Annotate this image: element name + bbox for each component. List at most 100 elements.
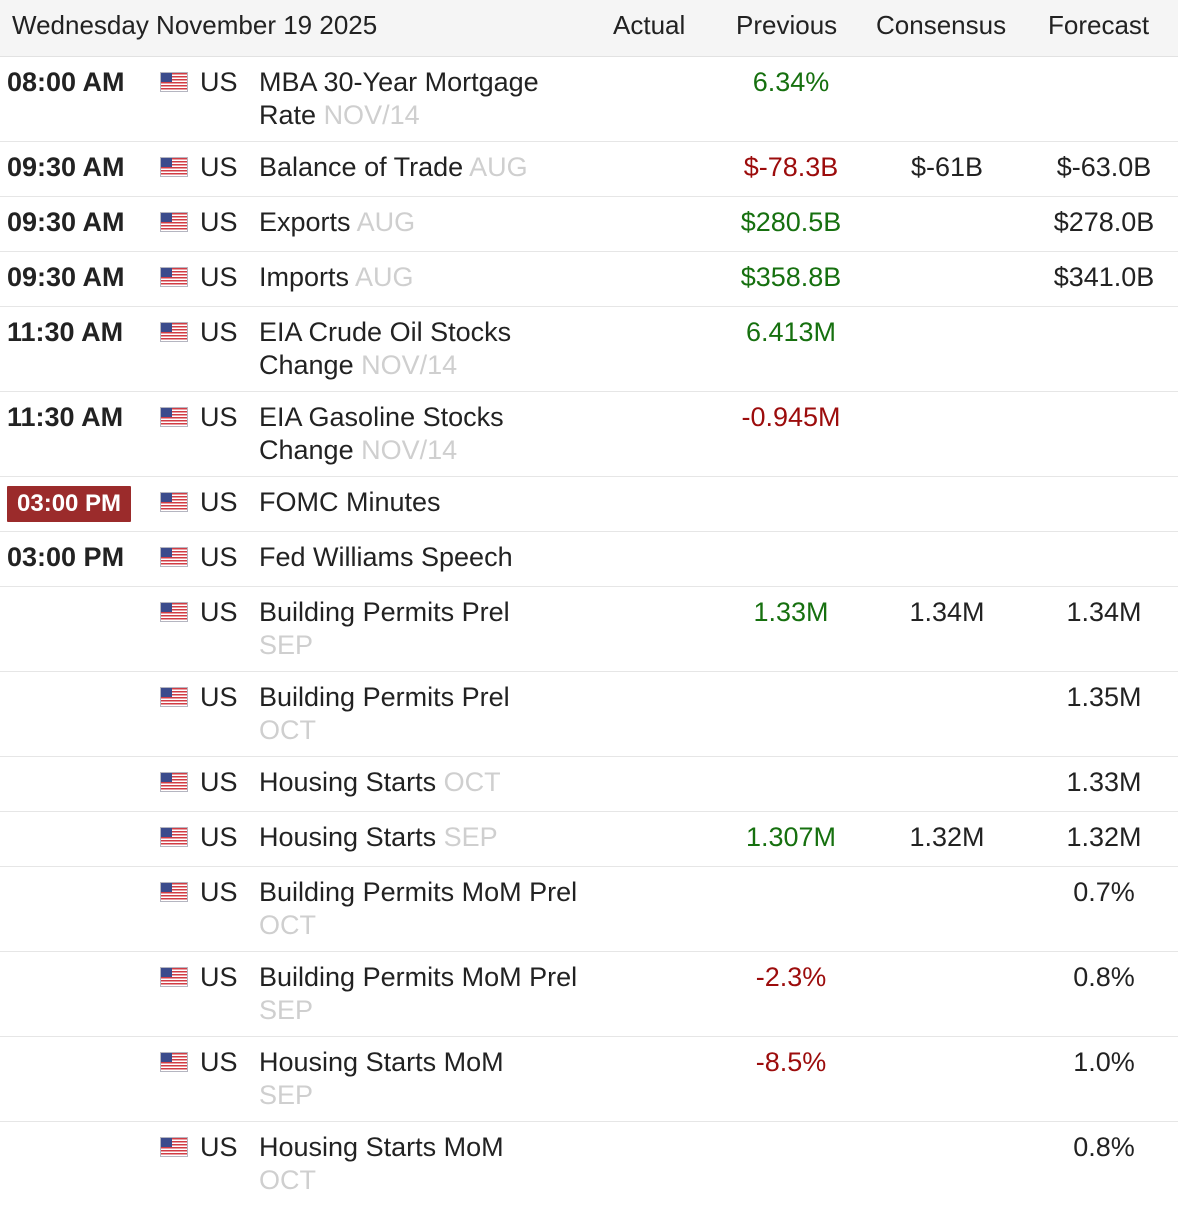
event-title[interactable]: Building Permits MoM Prel: [259, 962, 578, 992]
forecast-value: $341.0B: [1053, 262, 1155, 292]
us-flag-icon: [160, 772, 188, 792]
event-title[interactable]: EIA Crude Oil Stocks Change: [259, 317, 512, 380]
country-code: US: [200, 262, 238, 292]
event-title[interactable]: Building Permits Prel: [259, 682, 510, 712]
table-row[interactable]: US Building Permits Prel OCT 1.35M: [0, 672, 1178, 757]
event-name[interactable]: Fed Williams Speech: [259, 541, 589, 574]
previous-value: -0.945M: [741, 402, 841, 432]
country-code: US: [200, 152, 238, 182]
event-name[interactable]: Housing Starts OCT: [259, 766, 589, 799]
us-flag-icon: [160, 547, 188, 567]
event-name[interactable]: EIA Crude Oil Stocks Change NOV/14: [259, 316, 589, 382]
reference-period: NOV/14: [361, 350, 458, 380]
forecast-value: 1.32M: [1066, 822, 1142, 852]
event-name[interactable]: MBA 30-Year Mortgage Rate NOV/14: [259, 66, 589, 132]
reference-period: SEP: [259, 995, 314, 1025]
event-name[interactable]: Building Permits MoM Prel OCT: [259, 876, 589, 942]
event-title[interactable]: Fed Williams Speech: [259, 542, 513, 572]
event-title[interactable]: MBA 30-Year Mortgage Rate: [259, 67, 539, 130]
event-name[interactable]: FOMC Minutes: [259, 486, 589, 519]
country-code: US: [200, 682, 238, 712]
table-row[interactable]: 08:00 AM US MBA 30-Year Mortgage Rate NO…: [0, 57, 1178, 142]
event-name[interactable]: EIA Gasoline Stocks Change NOV/14: [259, 401, 589, 467]
table-row[interactable]: 09:30 AM US Exports AUG $280.5B $278.0B: [0, 197, 1178, 252]
reference-period: OCT: [259, 1165, 316, 1195]
table-row[interactable]: 11:30 AM US EIA Crude Oil Stocks Change …: [0, 307, 1178, 392]
country-code: US: [200, 542, 238, 572]
table-row[interactable]: US Building Permits MoM Prel OCT 0.7%: [0, 867, 1178, 952]
column-header-previous[interactable]: Previous: [736, 10, 838, 40]
us-flag-icon: [160, 72, 188, 92]
column-header-actual[interactable]: Actual: [613, 10, 686, 40]
country-code: US: [200, 962, 238, 992]
table-row[interactable]: 09:30 AM US Imports AUG $358.8B $341.0B: [0, 252, 1178, 307]
reference-period: OCT: [443, 767, 501, 797]
forecast-value: 0.8%: [1073, 962, 1135, 992]
event-name[interactable]: Imports AUG: [259, 261, 589, 294]
event-name[interactable]: Exports AUG: [259, 206, 589, 239]
reference-period: AUG: [355, 262, 414, 292]
previous-value: 6.34%: [752, 67, 830, 97]
date-heading: Wednesday November 19 2025: [12, 10, 378, 40]
event-name[interactable]: Housing Starts SEP: [259, 821, 589, 854]
country-code: US: [200, 877, 238, 907]
table-row[interactable]: 11:30 AM US EIA Gasoline Stocks Change N…: [0, 392, 1178, 477]
column-header-forecast[interactable]: Forecast: [1048, 10, 1150, 40]
event-title[interactable]: Building Permits MoM Prel: [259, 877, 578, 907]
event-name[interactable]: Building Permits Prel SEP: [259, 596, 589, 662]
country-code: US: [200, 822, 238, 852]
forecast-value: 1.34M: [1066, 597, 1142, 627]
country-code: US: [200, 1132, 238, 1162]
table-row[interactable]: 03:00 PM US FOMC Minutes: [0, 477, 1178, 532]
table-row[interactable]: US Housing Starts MoM SEP -8.5% 1.0%: [0, 1037, 1178, 1122]
us-flag-icon: [160, 827, 188, 847]
event-title[interactable]: EIA Gasoline Stocks Change: [259, 402, 504, 465]
event-title[interactable]: Housing Starts MoM: [259, 1132, 504, 1162]
us-flag-icon: [160, 602, 188, 622]
event-title[interactable]: Exports: [259, 207, 351, 237]
previous-value: -8.5%: [755, 1047, 827, 1077]
country-code: US: [200, 67, 238, 97]
us-flag-icon: [160, 1137, 188, 1157]
previous-value: $358.8B: [740, 262, 842, 292]
event-name[interactable]: Balance of Trade AUG: [259, 151, 589, 184]
event-name[interactable]: Building Permits MoM Prel SEP: [259, 961, 589, 1027]
forecast-value: $278.0B: [1053, 207, 1155, 237]
event-time: 09:30 AM: [7, 207, 125, 237]
reference-period: AUG: [469, 152, 528, 182]
table-row[interactable]: US Housing Starts SEP 1.307M 1.32M 1.32M: [0, 812, 1178, 867]
event-title[interactable]: Housing Starts MoM: [259, 1047, 504, 1077]
table-row[interactable]: US Housing Starts OCT 1.33M: [0, 757, 1178, 812]
table-row[interactable]: 03:00 PM US Fed Williams Speech: [0, 532, 1178, 587]
consensus-value: $-61B: [910, 152, 984, 182]
event-name[interactable]: Housing Starts MoM SEP: [259, 1046, 589, 1112]
table-row[interactable]: US Housing Starts MoM OCT 0.8%: [0, 1122, 1178, 1207]
country-code: US: [200, 402, 238, 432]
event-title[interactable]: Housing Starts: [259, 822, 437, 852]
table-row[interactable]: 09:30 AM US Balance of Trade AUG $-78.3B…: [0, 142, 1178, 197]
table-row[interactable]: US Building Permits Prel SEP 1.33M 1.34M…: [0, 587, 1178, 672]
country-code: US: [200, 317, 238, 347]
event-list: 08:00 AM US MBA 30-Year Mortgage Rate NO…: [0, 57, 1178, 1207]
forecast-value: 1.0%: [1073, 1047, 1135, 1077]
previous-value: -2.3%: [755, 962, 827, 992]
column-header-consensus[interactable]: Consensus: [876, 10, 1007, 40]
country-code: US: [200, 767, 238, 797]
event-time: 03:00 PM: [7, 542, 125, 572]
table-row[interactable]: US Building Permits MoM Prel SEP -2.3% 0…: [0, 952, 1178, 1037]
country-code: US: [200, 1047, 238, 1077]
event-name[interactable]: Building Permits Prel OCT: [259, 681, 589, 747]
reference-period: OCT: [259, 910, 316, 940]
event-title[interactable]: Balance of Trade: [259, 152, 464, 182]
us-flag-icon: [160, 267, 188, 287]
reference-period: SEP: [259, 1080, 314, 1110]
event-title[interactable]: Imports: [259, 262, 350, 292]
event-title[interactable]: FOMC Minutes: [259, 487, 441, 517]
event-title[interactable]: Building Permits Prel: [259, 597, 510, 627]
event-name[interactable]: Housing Starts MoM OCT: [259, 1131, 589, 1197]
us-flag-icon: [160, 882, 188, 902]
event-time: 08:00 AM: [7, 67, 125, 97]
event-title[interactable]: Housing Starts: [259, 767, 437, 797]
event-time: 09:30 AM: [7, 262, 125, 292]
country-code: US: [200, 487, 238, 517]
